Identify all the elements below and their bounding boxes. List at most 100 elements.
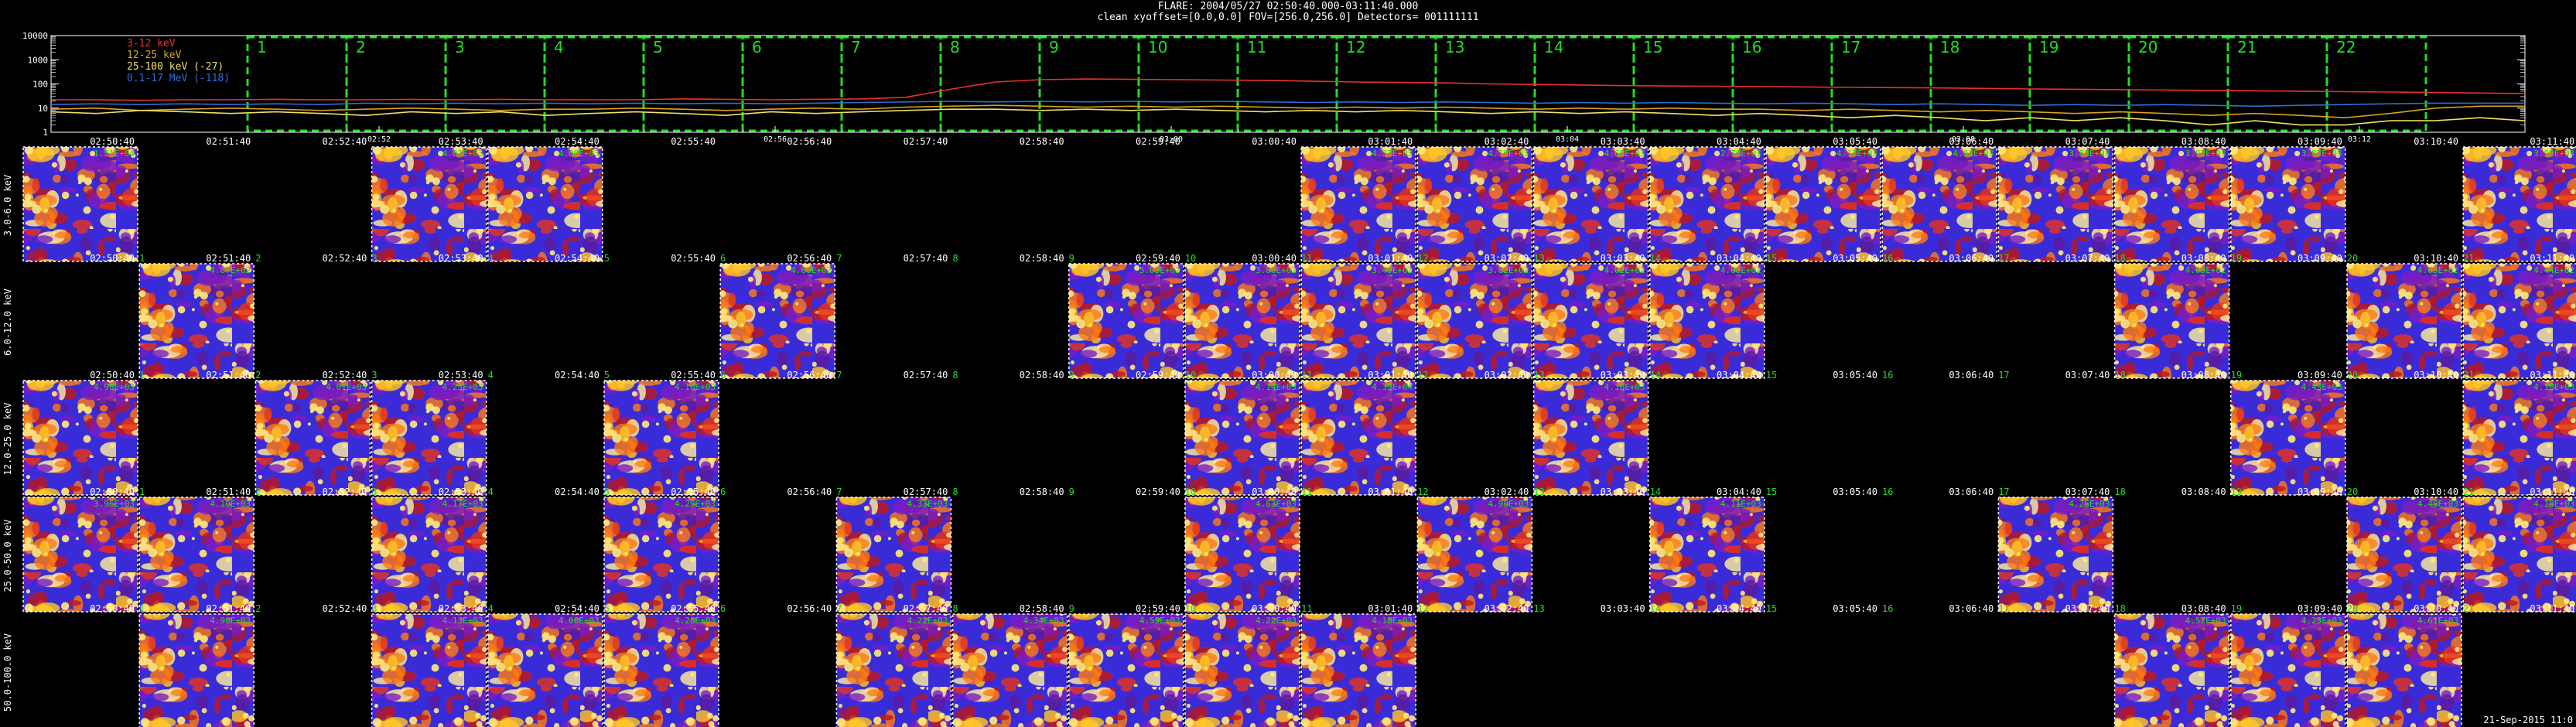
time-label: 03:04:40 — [1717, 486, 1761, 497]
peak-value-label: 3.82E+02 — [1488, 265, 1529, 275]
plot-header: FLARE: 2004/05/27 02:50:40.000-03:11:40.… — [0, 2, 2576, 23]
column-number: 10 — [1185, 603, 1196, 614]
peak-value-label: 4.16E+03 — [1604, 382, 1645, 392]
time-label: 03:09:40 — [2298, 486, 2342, 497]
interval-number: 10 — [1148, 38, 1167, 56]
time-label: 02:54:40 — [555, 136, 600, 147]
peak-value-label: 2.76E+03 — [1720, 148, 1761, 159]
column-number: 16 — [1882, 370, 1893, 381]
peak-value-label: 4.44E+02 — [2533, 265, 2574, 275]
time-label: 02:51:40 — [206, 603, 251, 614]
interval-number: 21 — [2237, 38, 2257, 56]
time-label: 03:11:40 — [2530, 253, 2574, 264]
column-number: 16 — [1882, 486, 1893, 497]
column-number: 1 — [139, 370, 145, 381]
time-label: 02:51:40 — [206, 253, 251, 264]
image-tile — [951, 613, 1068, 727]
time-label: 02:52:40 — [323, 136, 367, 147]
column-number: 6 — [720, 370, 726, 381]
time-label: 03:11:40 — [2530, 486, 2574, 497]
column-number: 6 — [720, 253, 726, 264]
peak-value-label: 1.51E+04 — [94, 148, 135, 159]
time-label: 02:57:40 — [904, 370, 948, 381]
row-energy-label: 50.0-100.0 keV — [2, 633, 13, 712]
image-tile — [22, 497, 138, 613]
image-tile — [2462, 380, 2576, 496]
column-number: 6 — [720, 486, 726, 497]
column-number: 10 — [1185, 253, 1196, 264]
column-number: 8 — [952, 370, 958, 381]
image-tile — [1416, 263, 1533, 379]
peak-value-label: 4.39E+04 — [1372, 382, 1413, 392]
column-number: 4 — [488, 253, 494, 264]
peak-value-label: 3.49E+02 — [1372, 265, 1413, 275]
time-label: 02:57:40 — [904, 603, 948, 614]
interval-number: 15 — [1643, 38, 1662, 56]
time-label: 03:01:40 — [1368, 486, 1413, 497]
legend-entry: 25-100 keV (-27) — [127, 61, 224, 73]
peak-value-label: 3.86E+02 — [1256, 265, 1297, 275]
peak-value-label: 4.48E+03 — [2417, 499, 2458, 509]
peak-value-label: 4.09E+02 — [2185, 265, 2226, 275]
column-number: 14 — [1650, 486, 1661, 497]
series-line — [51, 78, 2526, 101]
column-number: 11 — [1301, 253, 1312, 264]
image-tile — [22, 380, 138, 496]
column-number: 8 — [952, 603, 958, 614]
time-label: 02:50:40 — [90, 136, 135, 147]
interval-number: 5 — [653, 38, 663, 56]
peak-value-label: 4.32E+03 — [1372, 148, 1413, 159]
time-label: 02:50:40 — [90, 486, 135, 497]
column-number: 21 — [2463, 603, 2474, 614]
column-number: 21 — [2463, 253, 2474, 264]
time-label: 02:51:40 — [206, 370, 251, 381]
time-label: 03:01:40 — [1368, 253, 1413, 264]
time-label: 03:02:40 — [1484, 486, 1529, 497]
image-tile — [2113, 263, 2230, 379]
time-label: 03:02:40 — [1484, 603, 1529, 614]
column-number: 16 — [1882, 253, 1893, 264]
peak-value-label: 4.10E+03 — [210, 499, 251, 509]
time-label: 02:50:40 — [90, 603, 135, 614]
time-label: 03:06:40 — [1949, 603, 1993, 614]
time-label: 03:07:40 — [2065, 370, 2110, 381]
peak-value-label: 4.00E+03 — [559, 148, 600, 159]
image-tile — [2346, 497, 2462, 613]
peak-value-label: 4.10E+03 — [675, 382, 716, 392]
interval-number: 3 — [455, 38, 465, 56]
image-tile — [1997, 497, 2114, 613]
peak-value-label: 4.96E+03 — [210, 616, 251, 626]
time-label: 02:55:40 — [671, 136, 716, 147]
time-label: 02:59:40 — [1136, 486, 1180, 497]
time-label: 03:01:40 — [1368, 370, 1413, 381]
time-label: 02:53:40 — [439, 370, 483, 381]
column-number: 4 — [488, 486, 494, 497]
image-tile — [2113, 146, 2230, 262]
image-tile — [1532, 263, 1649, 379]
time-label: 03:08:40 — [2181, 253, 2226, 264]
image-tile — [1068, 613, 1184, 727]
time-label: 03:09:40 — [2298, 253, 2342, 264]
image-tile — [2230, 380, 2346, 496]
peak-value-label: 4.18E+03 — [2533, 499, 2574, 509]
time-label: 03:07:40 — [2065, 486, 2110, 497]
image-tile — [1300, 146, 1416, 262]
image-tile — [138, 613, 255, 727]
column-number: 7 — [836, 603, 842, 614]
time-label: 03:00:40 — [1252, 603, 1297, 614]
peak-value-label: 4.22E+03 — [907, 616, 948, 626]
time-label: 03:08:40 — [2181, 486, 2226, 497]
column-number: 12 — [1417, 486, 1428, 497]
peak-value-label: 4.60E+02 — [791, 265, 832, 275]
flare-title: FLARE: 2004/05/27 02:50:40.000-03:11:40.… — [1157, 1, 1419, 12]
peak-value-label: 4.02E+02 — [1604, 265, 1645, 275]
column-number: 2 — [255, 253, 261, 264]
peak-value-label: 4.19E+03 — [1488, 148, 1529, 159]
column-number: 19 — [2231, 253, 2242, 264]
column-number: 13 — [1533, 603, 1544, 614]
image-tile — [1997, 146, 2114, 262]
column-number: 7 — [836, 486, 842, 497]
column-number: 3 — [371, 486, 377, 497]
column-number: 14 — [1650, 370, 1661, 381]
time-label: 03:04:40 — [1717, 370, 1761, 381]
